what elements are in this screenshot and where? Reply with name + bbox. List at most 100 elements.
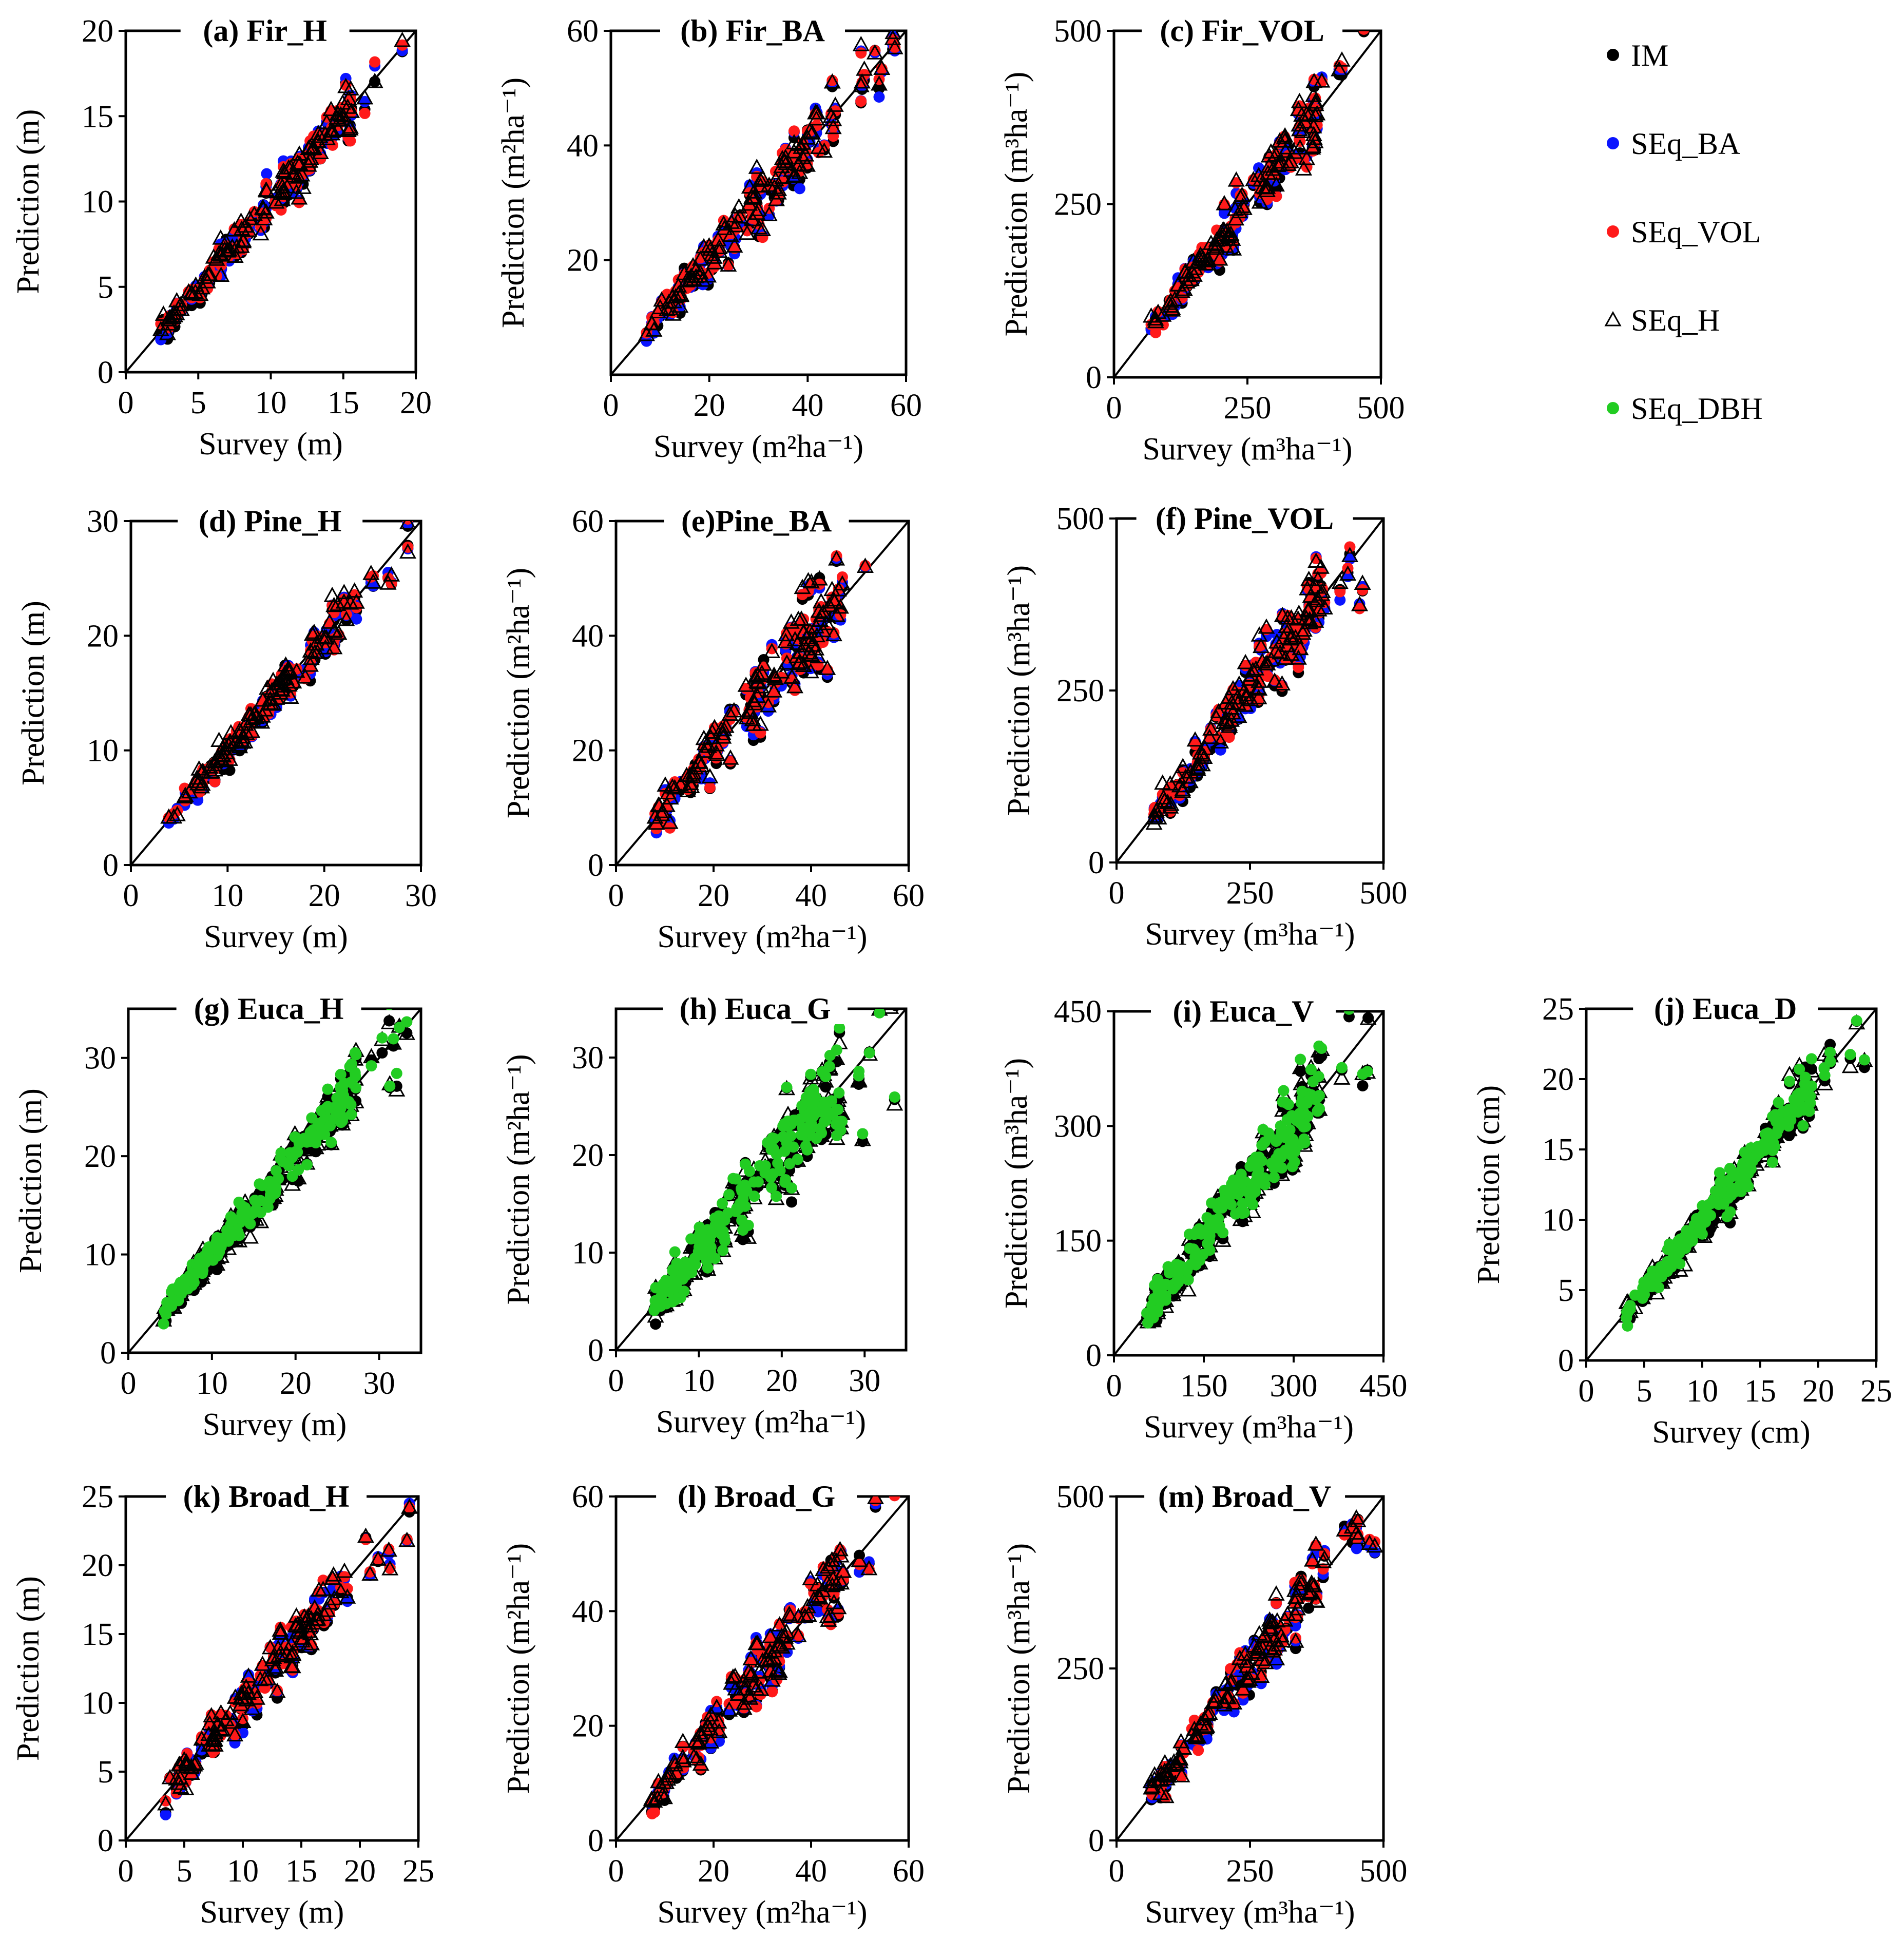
data-point bbox=[824, 119, 842, 135]
data-point bbox=[734, 1226, 752, 1242]
panel-title-background bbox=[1142, 13, 1343, 46]
y-tick-label: 15 bbox=[82, 99, 113, 134]
plot-area bbox=[616, 521, 909, 865]
data-point bbox=[1210, 703, 1227, 718]
plot-area bbox=[1114, 1011, 1383, 1355]
data-point bbox=[749, 201, 767, 216]
data-point bbox=[785, 134, 803, 149]
data-point bbox=[1290, 649, 1307, 665]
data-point bbox=[339, 98, 357, 114]
data-point bbox=[752, 1176, 764, 1188]
series-SEq_H bbox=[638, 31, 903, 341]
data-point bbox=[1278, 1085, 1290, 1097]
data-point bbox=[730, 198, 747, 214]
data-point bbox=[396, 39, 408, 51]
data-point bbox=[250, 1204, 262, 1216]
x-tick-label: 5 bbox=[190, 386, 206, 420]
data-point bbox=[164, 309, 182, 324]
data-point bbox=[201, 758, 219, 774]
data-point bbox=[166, 1300, 178, 1312]
panel-title: (g) Euca_H bbox=[194, 992, 344, 1026]
panel-title: (i) Euca_V bbox=[1173, 994, 1314, 1028]
data-point bbox=[671, 297, 689, 313]
y-axis-label: Prediction (m³ha⁻¹) bbox=[1002, 565, 1036, 816]
data-point bbox=[886, 39, 903, 54]
data-point bbox=[737, 1224, 749, 1236]
data-point bbox=[274, 190, 291, 206]
x-tick-label: 5 bbox=[1637, 1374, 1652, 1409]
data-point bbox=[870, 75, 888, 91]
plot-area bbox=[1586, 1009, 1876, 1360]
data-point bbox=[755, 655, 773, 671]
data-point bbox=[886, 1095, 903, 1111]
data-point bbox=[1267, 642, 1284, 658]
data-point bbox=[1354, 603, 1366, 615]
data-point bbox=[254, 707, 271, 723]
data-point bbox=[304, 140, 321, 156]
data-point bbox=[1294, 624, 1312, 640]
data-point bbox=[667, 1265, 679, 1277]
data-point bbox=[795, 657, 812, 673]
data-point bbox=[1310, 601, 1328, 617]
data-point bbox=[168, 304, 185, 320]
y-tick-label: 5 bbox=[98, 270, 113, 305]
data-point bbox=[1196, 252, 1214, 267]
data-point bbox=[797, 146, 815, 162]
data-point bbox=[790, 156, 807, 171]
data-point bbox=[1194, 1255, 1206, 1266]
data-point bbox=[211, 246, 229, 262]
data-point bbox=[795, 624, 812, 640]
data-point bbox=[213, 266, 230, 282]
panel-title: (a) Fir_H bbox=[203, 14, 327, 48]
data-point bbox=[782, 613, 800, 629]
data-point bbox=[777, 632, 794, 648]
data-point bbox=[193, 1260, 205, 1272]
data-point bbox=[350, 1082, 362, 1093]
data-point bbox=[323, 125, 341, 141]
data-point bbox=[222, 724, 240, 740]
data-point bbox=[695, 238, 713, 254]
data-point bbox=[244, 1218, 256, 1230]
data-point bbox=[208, 250, 225, 266]
data-point bbox=[787, 1141, 799, 1153]
data-point bbox=[1313, 1040, 1325, 1052]
data-point bbox=[1220, 688, 1238, 704]
y-tick-label: 10 bbox=[84, 1238, 116, 1273]
data-point bbox=[1161, 294, 1178, 310]
data-point bbox=[245, 205, 263, 221]
data-point bbox=[1250, 673, 1268, 688]
data-point bbox=[803, 124, 821, 140]
data-point bbox=[1284, 1124, 1296, 1136]
x-tick-label: 0 bbox=[1106, 1369, 1122, 1404]
data-point bbox=[856, 558, 874, 573]
data-point bbox=[322, 1083, 334, 1095]
y-tick-label: 0 bbox=[1088, 846, 1104, 880]
data-point bbox=[1224, 704, 1241, 720]
data-point bbox=[1259, 1172, 1271, 1184]
data-point bbox=[741, 225, 753, 237]
x-tick-label: 30 bbox=[363, 1366, 395, 1401]
data-point bbox=[1316, 599, 1333, 615]
data-point bbox=[808, 627, 825, 643]
x-tick-label: 0 bbox=[603, 388, 619, 423]
data-point bbox=[1176, 280, 1193, 296]
data-point bbox=[1331, 61, 1348, 76]
data-point bbox=[338, 610, 355, 626]
plot-area bbox=[611, 31, 906, 375]
x-tick-label: 10 bbox=[255, 386, 287, 420]
data-point bbox=[263, 682, 281, 697]
data-point bbox=[1196, 740, 1214, 755]
data-point bbox=[744, 210, 761, 226]
data-point bbox=[1291, 139, 1309, 155]
data-point bbox=[873, 91, 885, 103]
data-point bbox=[1260, 157, 1278, 173]
data-point bbox=[329, 596, 347, 611]
data-point bbox=[772, 1157, 784, 1169]
data-point bbox=[832, 1104, 844, 1116]
data-point bbox=[1267, 176, 1285, 192]
data-point bbox=[1262, 670, 1274, 682]
